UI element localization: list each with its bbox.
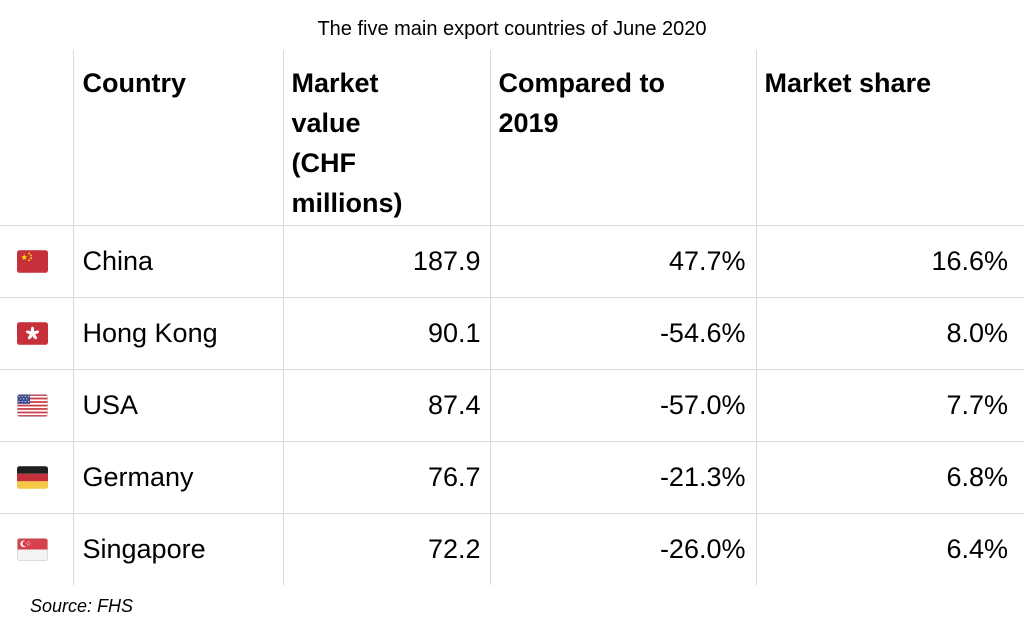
table-row-china: China 187.9 47.7% 16.6%: [0, 224, 1024, 297]
column-header-market-value: Market value (CHF millions): [282, 50, 490, 225]
table-row-germany: Germany 76.7 -21.3% 6.8%: [0, 440, 1024, 513]
market-value-cell: 87.4: [282, 368, 490, 441]
market-share-cell: 8.0%: [755, 296, 1024, 369]
compared-2019-cell: -21.3%: [489, 440, 756, 513]
column-header-compared-2019: Compared to 2019: [489, 50, 756, 225]
flag-cell: [0, 512, 73, 585]
singapore-flag-icon: [17, 537, 73, 561]
column-header-country: Country: [72, 50, 283, 225]
market-value-cell: 72.2: [282, 512, 490, 585]
flag-cell: [0, 224, 73, 297]
market-share-cell: 16.6%: [755, 224, 1024, 297]
export-countries-table: Country Market value (CHF millions) Comp…: [0, 50, 1024, 585]
usa-flag-icon: [17, 393, 73, 417]
flag-column-header: [0, 50, 73, 225]
table-row-hong-kong: Hong Kong 90.1 -54.6% 8.0%: [0, 296, 1024, 369]
compared-2019-cell: -54.6%: [489, 296, 756, 369]
column-header-market-share: Market share: [755, 50, 1024, 225]
hong-kong-flag-icon: [17, 321, 73, 345]
market-value-cell: 76.7: [282, 440, 490, 513]
country-cell: Hong Kong: [72, 296, 283, 369]
country-cell: USA: [72, 368, 283, 441]
compared-2019-cell: -26.0%: [489, 512, 756, 585]
market-share-cell: 6.4%: [755, 512, 1024, 585]
page-title: The five main export countries of June 2…: [317, 18, 707, 40]
source-note: Source: FHS: [30, 596, 134, 616]
flag-cell: [0, 296, 73, 369]
country-cell: Singapore: [72, 512, 283, 585]
china-flag-icon: [17, 249, 73, 273]
compared-2019-cell: -57.0%: [489, 368, 756, 441]
country-cell: China: [72, 224, 283, 297]
header-row: Country Market value (CHF millions) Comp…: [0, 50, 1024, 225]
market-value-cell: 90.1: [282, 296, 490, 369]
table-row-singapore: Singapore 72.2 -26.0% 6.4%: [0, 512, 1024, 585]
market-share-cell: 7.7%: [755, 368, 1024, 441]
compared-2019-cell: 47.7%: [489, 224, 756, 297]
table-row-usa: USA 87.4 -57.0% 7.7%: [0, 368, 1024, 441]
market-value-cell: 187.9: [282, 224, 490, 297]
flag-cell: [0, 368, 73, 441]
flag-cell: [0, 440, 73, 513]
germany-flag-icon: [17, 465, 73, 489]
country-cell: Germany: [72, 440, 283, 513]
market-share-cell: 6.8%: [755, 440, 1024, 513]
